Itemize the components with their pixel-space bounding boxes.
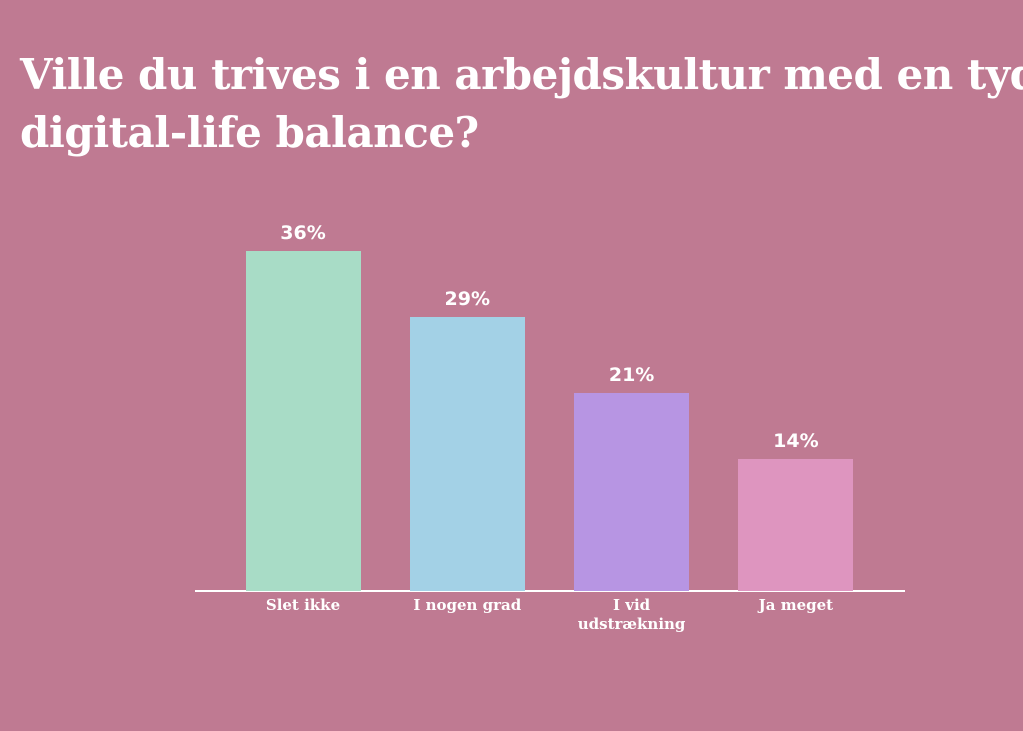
- x-tick-label: I vid udstrækning: [577, 596, 686, 633]
- value-label: 21%: [608, 363, 655, 386]
- value-label: 29%: [444, 288, 491, 311]
- bar: [409, 317, 525, 591]
- value-label: 36%: [280, 222, 326, 244]
- value-label: 14%: [773, 429, 819, 452]
- x-tick-label: Slet ikke: [265, 596, 341, 614]
- chart-title: Ville du trives i en arbejdskultur med e…: [20, 50, 1023, 99]
- bar: [738, 458, 854, 591]
- bar: [574, 392, 690, 591]
- x-axis-line: [195, 590, 905, 592]
- x-tick-label: Ja meget: [758, 596, 834, 614]
- x-tick-label: I nogen grad: [413, 596, 522, 614]
- bar: [245, 251, 361, 591]
- chart-title: digital-life balance?: [20, 108, 479, 157]
